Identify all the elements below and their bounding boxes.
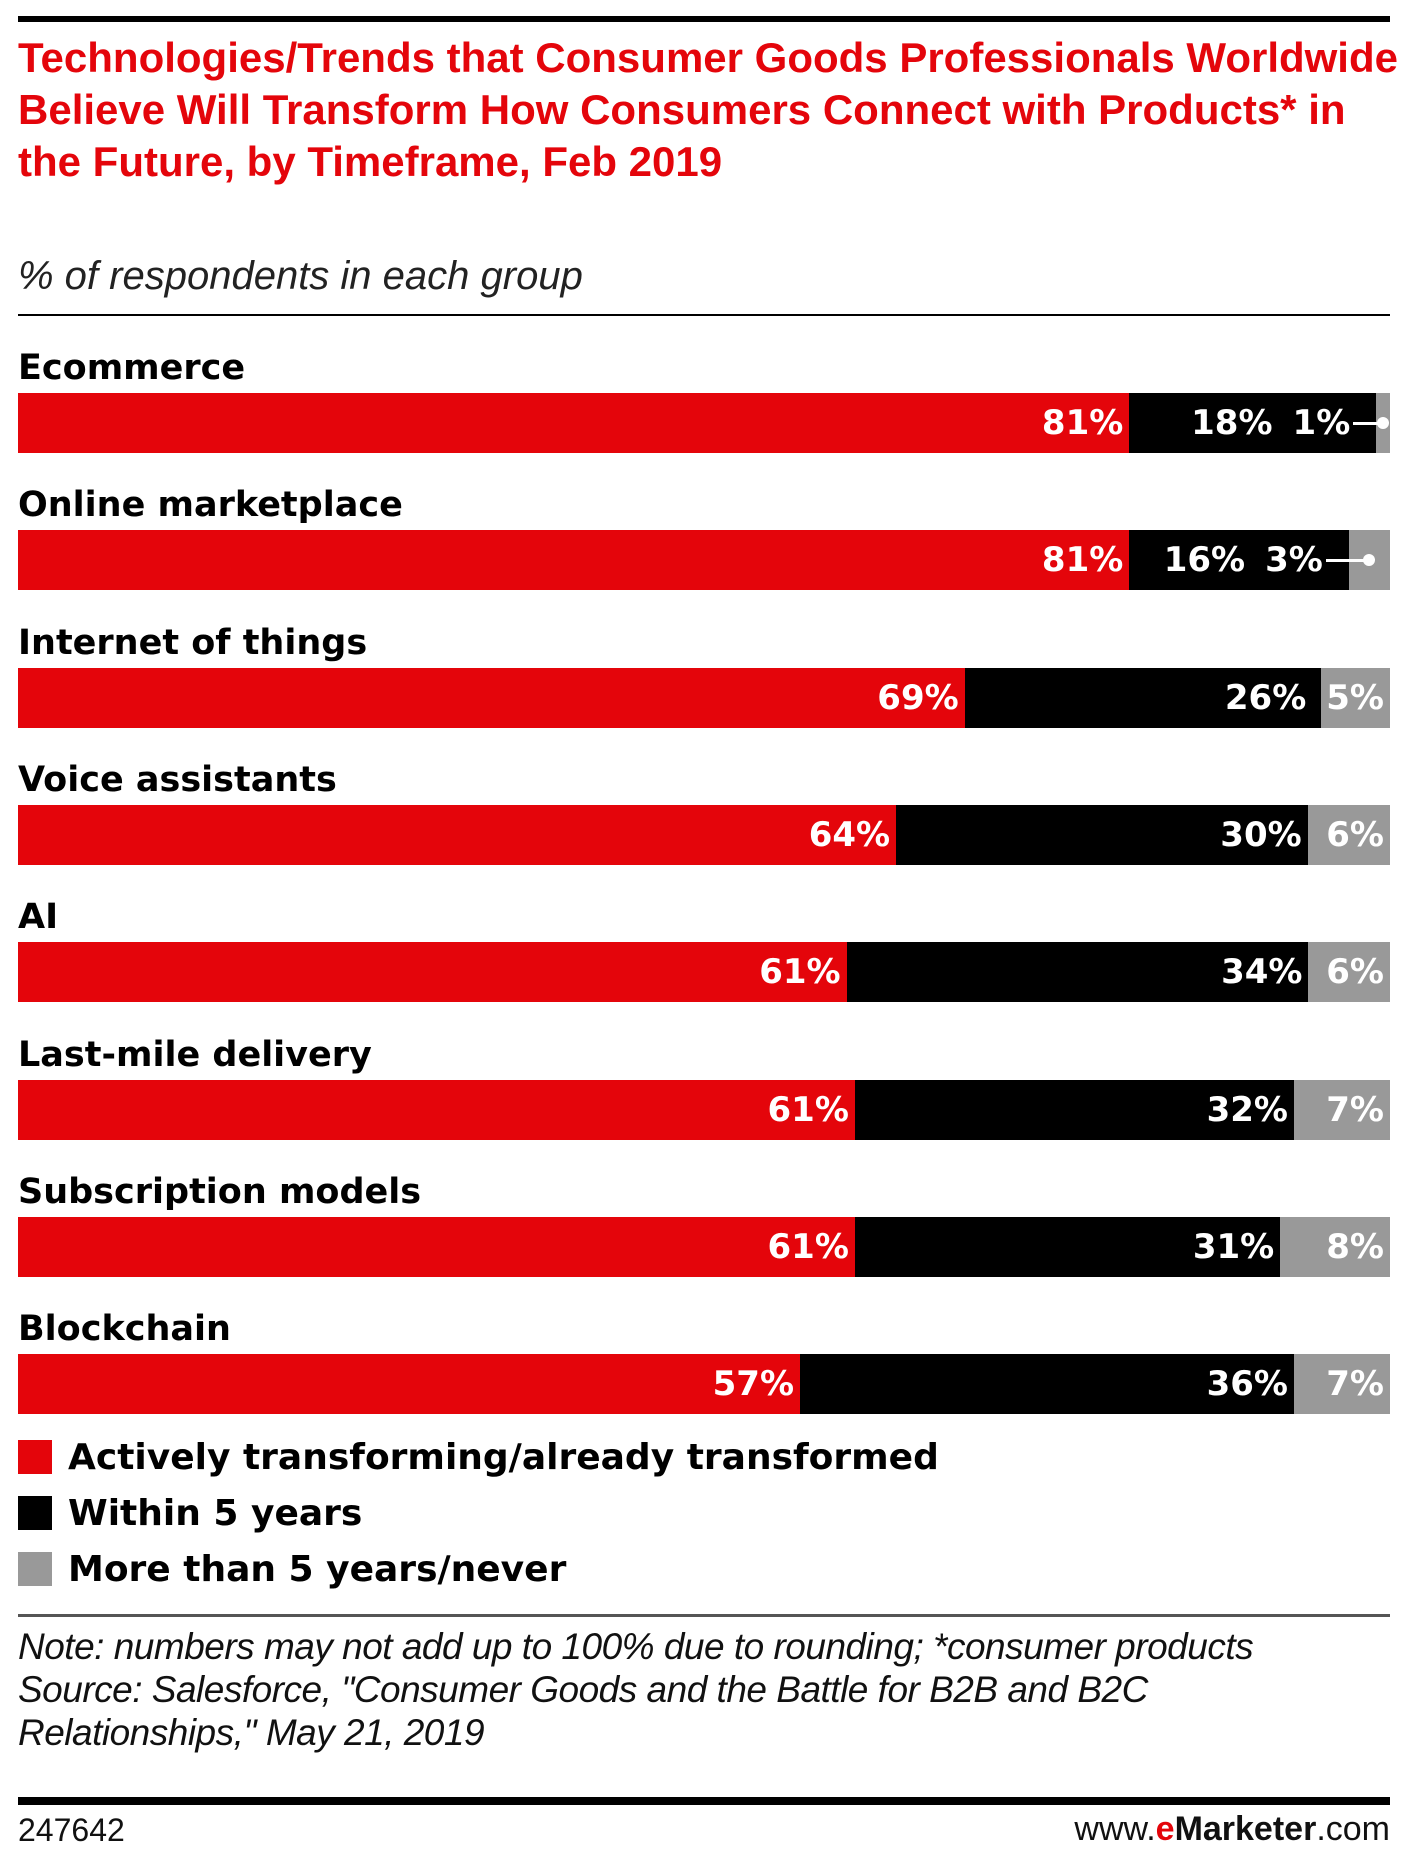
brand-name: Marketer (1174, 1810, 1317, 1848)
value-label: 26% (1224, 677, 1307, 718)
value-label: 16% (1163, 540, 1246, 581)
leader-dot (1377, 417, 1390, 429)
bar-segment (846, 942, 1309, 1003)
top-rule (18, 16, 1390, 22)
category-label: Ecommerce (18, 348, 246, 388)
bar-segment (1280, 1216, 1390, 1277)
legend-swatch (18, 1440, 52, 1474)
leader-line (1325, 559, 1370, 563)
legend-item: More than 5 years/never (18, 1548, 567, 1590)
bar-segment (1293, 1079, 1390, 1140)
value-label: 69% (877, 677, 959, 718)
legend-label: More than 5 years/never (68, 1548, 567, 1590)
header-rule (18, 314, 1390, 316)
value-label: 6% (1326, 814, 1384, 855)
bar-segment (1129, 530, 1349, 591)
chart-title: Technologies/Trends that Consumer Goods … (18, 34, 1398, 185)
bar-segment (896, 804, 1308, 865)
brand-suffix: .com (1316, 1810, 1390, 1848)
legend-swatch (18, 1552, 52, 1586)
bar-segment (18, 393, 1130, 453)
note-text: Note: numbers may not add up to 100% due… (18, 1626, 1254, 1667)
value-label: 61% (759, 952, 841, 993)
chart-id: 247642 (18, 1812, 125, 1848)
bar-segment (18, 1079, 855, 1140)
legend-item: Actively transforming/already transforme… (18, 1436, 939, 1478)
value-label: 36% (1206, 1364, 1288, 1405)
legend-label: Actively transforming/already transforme… (68, 1436, 939, 1478)
bar-segment (18, 1354, 801, 1415)
category-label: Subscription models (18, 1171, 422, 1212)
chart-subtitle: % of respondents in each group (18, 254, 583, 298)
brand-e: e (1155, 1810, 1175, 1848)
value-label: 8% (1326, 1226, 1384, 1267)
bar-segment (964, 667, 1322, 728)
brand-prefix: www. (1074, 1810, 1156, 1848)
category-label: Last-mile delivery (18, 1034, 372, 1075)
value-label: 34% (1221, 952, 1303, 993)
value-label: 64% (808, 814, 891, 855)
category-label: Online marketplace (18, 485, 403, 526)
value-label: 57% (712, 1364, 795, 1405)
bar-segment (1308, 942, 1390, 1003)
bar-segment (18, 1216, 855, 1277)
value-label: 7% (1326, 1089, 1384, 1130)
source-text: Source: Salesforce, "Consumer Goods and … (18, 1669, 1148, 1753)
bar-segment (1129, 393, 1377, 453)
leader-line (1353, 422, 1384, 425)
bar-segment (854, 1079, 1294, 1140)
footer-rule (18, 1797, 1390, 1805)
bar-segment (800, 1354, 1294, 1415)
value-label: 81% (1041, 403, 1124, 443)
value-label: 32% (1206, 1089, 1288, 1130)
legend-label: Within 5 years (68, 1492, 363, 1534)
notes-rule (18, 1614, 1390, 1617)
emarketer-logo[interactable]: www.eMarketer.com (1074, 1810, 1390, 1849)
bar-segment (1293, 1354, 1390, 1415)
value-label: 6% (1326, 952, 1384, 993)
value-label: 5% (1326, 677, 1384, 718)
bar-segment (1321, 667, 1390, 728)
category-label: Internet of things (18, 622, 368, 663)
bar-segment (854, 1216, 1281, 1277)
category-label: Voice assistants (18, 759, 337, 800)
bar-segment (18, 942, 847, 1003)
value-label: 81% (1041, 540, 1124, 581)
value-label: 3% (1265, 540, 1323, 581)
bar-segment (18, 667, 965, 728)
bar-segment (18, 530, 1130, 591)
value-label: 30% (1220, 814, 1302, 855)
value-label: 61% (767, 1089, 849, 1130)
bar-segment (1307, 804, 1390, 865)
notes: Note: numbers may not add up to 100% due… (18, 1625, 1390, 1754)
bar-segment (18, 804, 897, 865)
leader-dot (1363, 554, 1376, 567)
value-label: 1% (1292, 403, 1351, 443)
value-label: 61% (767, 1226, 849, 1267)
category-label: AI (18, 897, 59, 938)
value-label: 18% (1191, 403, 1273, 443)
value-label: 31% (1192, 1226, 1275, 1267)
legend-swatch (18, 1496, 52, 1530)
category-label: Blockchain (18, 1309, 231, 1350)
legend-item: Within 5 years (18, 1492, 363, 1534)
value-label: 7% (1326, 1364, 1384, 1405)
